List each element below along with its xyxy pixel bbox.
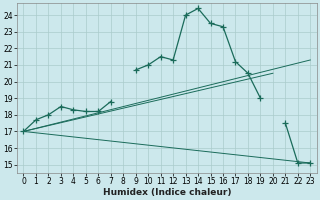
X-axis label: Humidex (Indice chaleur): Humidex (Indice chaleur) [103, 188, 231, 197]
